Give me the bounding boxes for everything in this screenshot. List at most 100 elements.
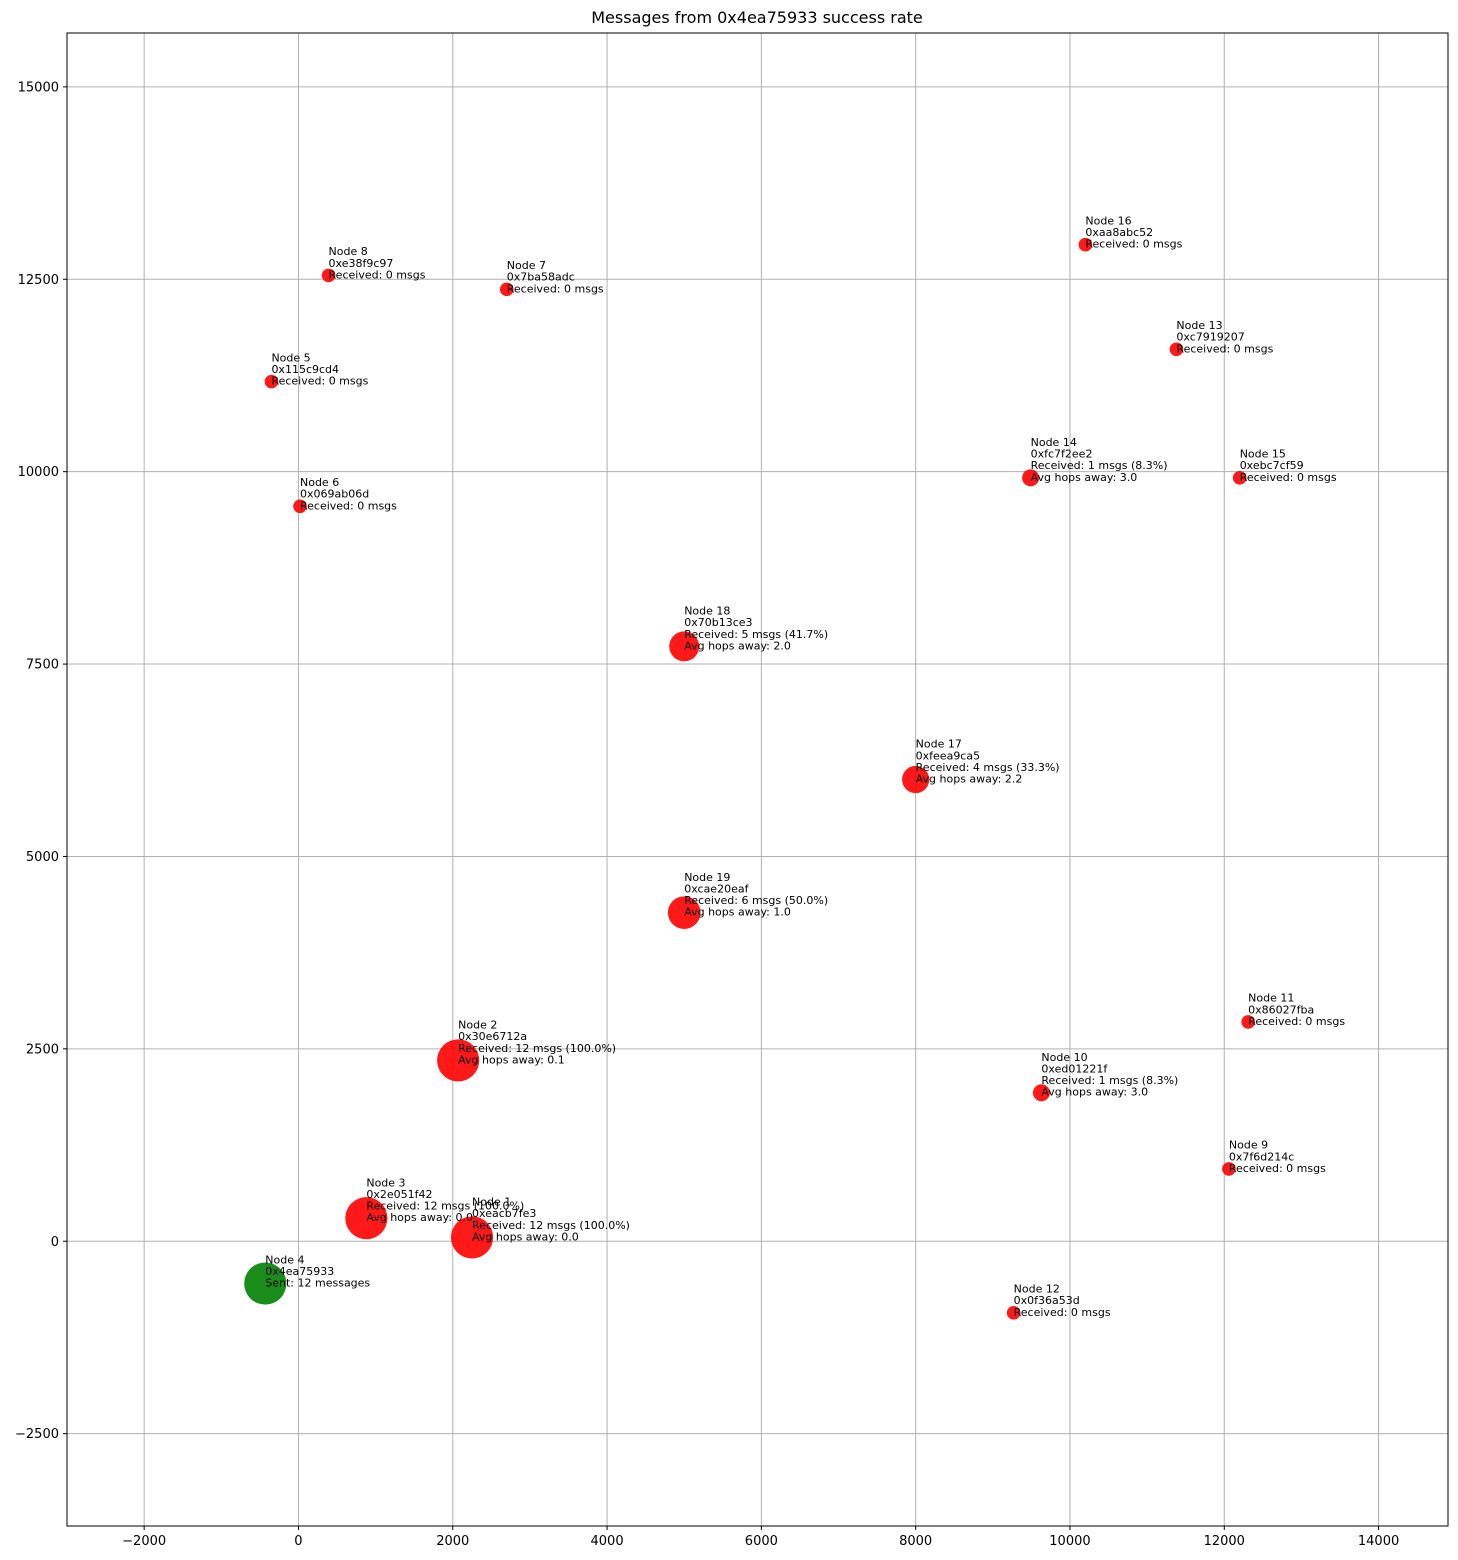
node-annotation-line: 0x115c9cd4	[271, 363, 339, 376]
node-point	[1032, 1084, 1050, 1102]
node-annotation-line: Node 14	[1031, 436, 1077, 449]
node-annotation-line: Received: 0 msgs	[300, 499, 397, 512]
node-annotation-line: Node 1	[472, 1196, 511, 1209]
node-annotation-line: Node 8	[329, 245, 368, 258]
node-point	[321, 268, 336, 283]
node-annotation-line: Node 2	[458, 1019, 497, 1032]
node-annotation-line: Avg hops away: 2.2	[916, 773, 1023, 786]
node-annotation-line: Received: 6 msgs (50.0%)	[684, 894, 828, 907]
node-annotation-line: Received: 0 msgs	[1014, 1306, 1111, 1319]
node-annotation-line: 0x7f6d214c	[1229, 1150, 1294, 1163]
y-tick-label: 5000	[26, 850, 59, 865]
node-annotation-line: 0xe38f9c97	[329, 257, 394, 270]
node-annotation-line: Sent: 12 messages	[265, 1277, 370, 1290]
node-annotation-line: Avg hops away: 3.0	[1041, 1086, 1148, 1099]
x-tick-label: 2000	[436, 1534, 469, 1549]
x-tick-label: 14000	[1358, 1534, 1399, 1549]
node-annotation-line: Node 13	[1176, 319, 1222, 332]
node-annotation-line: Received: 0 msgs	[1248, 1015, 1345, 1028]
node-annotation-line: Received: 1 msgs (8.3%)	[1031, 459, 1168, 472]
node-annotation-line: Avg hops away: 2.0	[684, 639, 791, 652]
node-annotation-line: Node 11	[1248, 992, 1294, 1005]
node-annotation-line: 0xc7919207	[1176, 331, 1244, 344]
y-tick-label: 12500	[18, 273, 59, 288]
node-annotation-line: Received: 0 msgs	[1240, 471, 1337, 484]
y-tick-label: 0	[51, 1235, 59, 1250]
node-annotation-line: 0xed01221f	[1041, 1063, 1108, 1076]
node-annotation-line: Node 4	[265, 1253, 304, 1266]
node-annotation-line: Node 12	[1014, 1283, 1060, 1296]
y-tick-label: 15000	[18, 80, 59, 95]
node-annotation-line: 0xcae20eaf	[684, 882, 749, 895]
node-annotation-line: Node 18	[684, 605, 730, 618]
node-annotation-line: Avg hops away: 0.0	[472, 1230, 579, 1243]
node-annotation-line: Node 6	[300, 476, 339, 489]
node-annotation-line: Node 7	[507, 259, 546, 272]
node-annotation-line: Avg hops away: 3.0	[1031, 471, 1138, 484]
node-annotation-line: Node 5	[271, 351, 310, 364]
node-annotation-line: Received: 5 msgs (41.7%)	[684, 628, 828, 641]
node-point	[1232, 471, 1247, 485]
node-point	[1222, 1162, 1236, 1176]
node-point	[669, 631, 700, 662]
point-layer	[244, 237, 1255, 1320]
x-tick-label: 10000	[1049, 1534, 1090, 1549]
node-annotation-line: 0x2e051f42	[366, 1188, 432, 1201]
node-annotation-line: 0xfeea9ca5	[916, 749, 980, 762]
node-annotation-line: Node 17	[916, 738, 962, 751]
node-point	[1022, 469, 1040, 487]
node-point	[293, 499, 307, 514]
node-point	[450, 1216, 494, 1259]
node-annotation-line: 0x069ab06d	[300, 488, 369, 501]
node-annotation-line: 0x30e6712a	[458, 1030, 527, 1043]
node-annotation-line: Received: 0 msgs	[1085, 238, 1182, 251]
node-point	[437, 1039, 480, 1082]
node-point	[244, 1262, 287, 1305]
node-annotation-line: Received: 12 msgs (100.0%)	[472, 1219, 630, 1232]
chart-title: Messages from 0x4ea75933 success rate	[591, 8, 923, 27]
node-annotation-line: Node 3	[366, 1176, 405, 1189]
node-annotation-line: Node 16	[1085, 214, 1131, 227]
node-annotation-line: Node 19	[684, 871, 730, 884]
node-annotation-line: 0xfc7f2ee2	[1031, 448, 1093, 461]
x-tick-label: 0	[294, 1534, 302, 1549]
y-tick-label: −2500	[15, 1427, 59, 1442]
y-tick-label: 7500	[26, 658, 59, 673]
node-annotation-line: Received: 0 msgs	[1229, 1162, 1326, 1175]
node-annotation-line: Received: 1 msgs (8.3%)	[1041, 1074, 1178, 1087]
node-annotation-line: Node 15	[1240, 448, 1286, 461]
node-annotation-line: Avg hops away: 1.0	[684, 906, 791, 919]
node-annotation-line: 0x70b13ce3	[684, 616, 752, 629]
node-point	[1169, 342, 1184, 357]
node-point	[1078, 237, 1093, 252]
node-annotation-line: Node 9	[1229, 1139, 1268, 1152]
y-tick-label: 10000	[18, 465, 59, 480]
node-annotation-line: Avg hops away: 0.1	[458, 1053, 565, 1066]
x-tick-label: 6000	[745, 1534, 778, 1549]
node-annotation-line: 0xaa8abc52	[1085, 226, 1153, 239]
node-annotation-line: 0x7ba58adc	[507, 271, 575, 284]
node-point	[499, 282, 514, 297]
node-annotation-line: 0xeacb7fe3	[472, 1207, 536, 1220]
node-point	[264, 374, 279, 389]
node-annotation-line: Received: 0 msgs	[271, 375, 368, 388]
x-tick-label: −2000	[122, 1534, 166, 1549]
node-annotation-line: Received: 0 msgs	[507, 282, 604, 295]
